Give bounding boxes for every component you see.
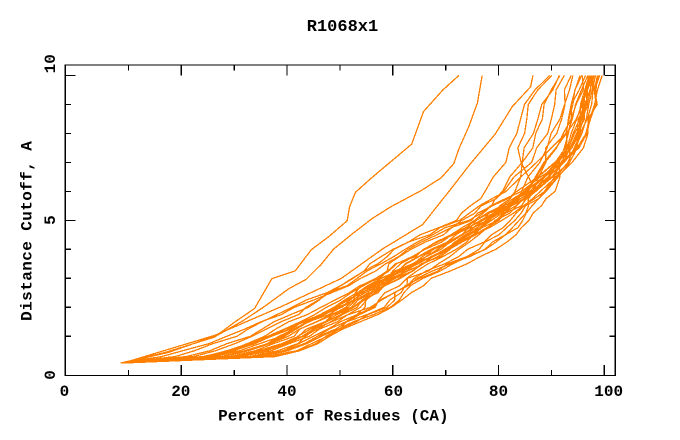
svg-text:0: 0: [42, 370, 60, 380]
svg-text:100: 100: [594, 383, 623, 401]
svg-text:80: 80: [489, 383, 508, 401]
svg-text:5: 5: [42, 215, 60, 225]
svg-text:Percent of Residues (CA): Percent of Residues (CA): [218, 407, 448, 425]
svg-text:0: 0: [60, 383, 70, 401]
svg-text:R1068x1: R1068x1: [307, 18, 378, 37]
svg-text:60: 60: [384, 383, 403, 401]
svg-text:40: 40: [277, 383, 296, 401]
svg-text:10: 10: [42, 54, 60, 73]
svg-text:20: 20: [171, 383, 190, 401]
svg-text:Distance Cutoff, A: Distance Cutoff, A: [19, 141, 37, 321]
